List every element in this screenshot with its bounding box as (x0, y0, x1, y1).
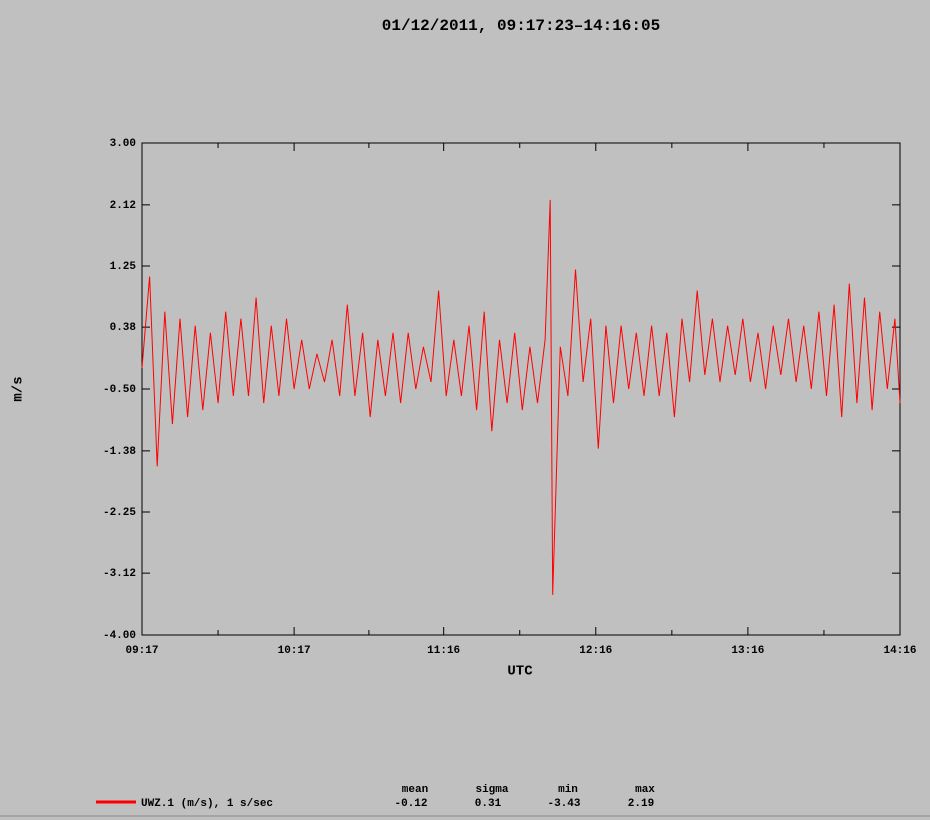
stats-header: mean (402, 784, 428, 796)
stats-header: max (635, 784, 655, 796)
y-tick-label: -2.25 (103, 507, 136, 519)
y-tick-label: -0.50 (103, 384, 136, 396)
x-axis-label: UTC (507, 664, 533, 680)
y-axis-label: m/s (11, 376, 27, 401)
y-tick-label: 3.00 (110, 138, 136, 150)
x-tick-label: 09:17 (125, 645, 158, 657)
x-tick-label: 11:16 (427, 645, 460, 657)
y-tick-label: 0.38 (110, 322, 137, 334)
y-tick-label: 2.12 (110, 200, 136, 212)
stats-header: sigma (475, 784, 508, 796)
stats-header: min (558, 784, 578, 796)
y-tick-label: -3.12 (103, 568, 136, 580)
x-tick-label: 12:16 (579, 645, 612, 657)
series-line (141, 199, 901, 595)
x-tick-label: 14:16 (883, 645, 916, 657)
legend-label: UWZ.1 (m/s), 1 s/sec (141, 798, 273, 810)
stats-value: 2.19 (628, 798, 654, 810)
y-tick-label: -4.00 (103, 630, 136, 642)
x-tick-label: 13:16 (731, 645, 764, 657)
x-tick-label: 10:17 (278, 645, 311, 657)
stats-value: -0.12 (394, 798, 427, 810)
y-tick-label: -1.38 (103, 446, 136, 458)
stats-value: -3.43 (547, 798, 580, 810)
y-tick-label: 1.25 (110, 261, 137, 273)
stats-value: 0.31 (475, 798, 502, 810)
chart-title: 01/12/2011, 09:17:23–14:16:05 (382, 17, 660, 35)
